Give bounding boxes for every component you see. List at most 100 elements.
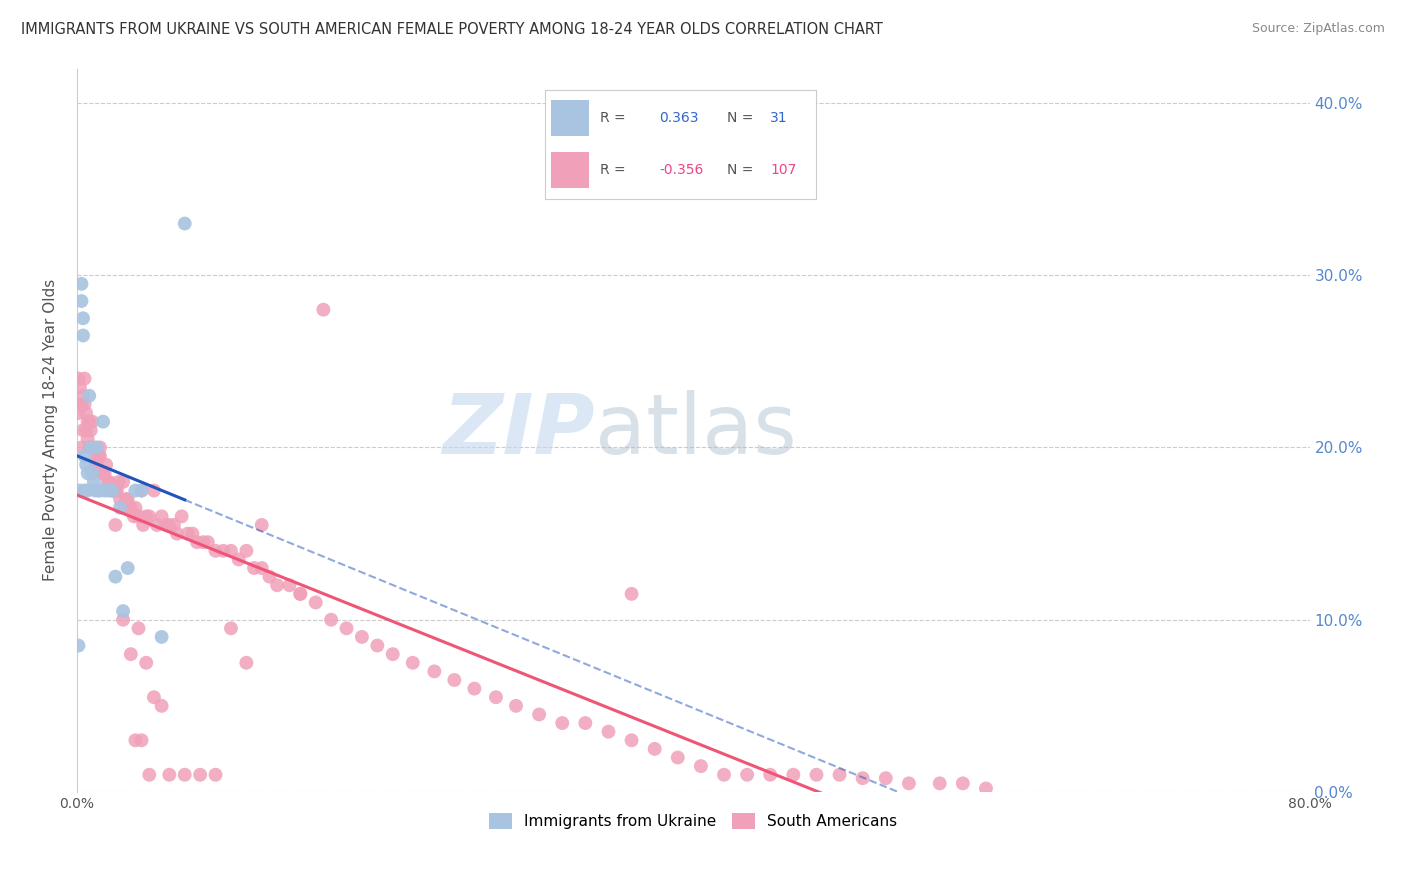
Point <box>135 509 157 524</box>
Point <box>89 449 111 463</box>
Point <box>381 647 404 661</box>
Point <box>188 768 211 782</box>
Point <box>266 578 288 592</box>
Point <box>67 371 90 385</box>
Point <box>76 483 98 498</box>
Point <box>620 587 643 601</box>
Point <box>73 483 96 498</box>
Point <box>107 475 129 489</box>
Point <box>690 759 713 773</box>
Point <box>91 415 114 429</box>
Point <box>83 441 105 455</box>
Point <box>112 475 135 489</box>
Point <box>73 397 96 411</box>
Point <box>197 535 219 549</box>
Point <box>243 561 266 575</box>
Point <box>101 483 124 498</box>
Point <box>335 621 357 635</box>
Point <box>80 441 103 455</box>
Point <box>235 544 257 558</box>
Point <box>250 518 273 533</box>
Point <box>108 492 131 507</box>
Point <box>173 217 195 231</box>
Legend: Immigrants from Ukraine, South Americans: Immigrants from Ukraine, South Americans <box>484 806 903 835</box>
Point <box>128 621 150 635</box>
Point <box>290 587 312 601</box>
Point <box>104 483 127 498</box>
Point <box>104 518 127 533</box>
Point <box>366 639 388 653</box>
Point <box>128 509 150 524</box>
Point <box>713 768 735 782</box>
Point <box>897 776 920 790</box>
Point <box>219 621 242 635</box>
Point <box>150 509 173 524</box>
Point <box>204 768 226 782</box>
Point <box>72 423 94 437</box>
Point <box>83 475 105 489</box>
Point <box>155 518 177 533</box>
Point <box>644 742 666 756</box>
Point <box>146 518 169 533</box>
Point <box>142 690 165 705</box>
Point <box>117 492 139 507</box>
Point <box>84 458 107 472</box>
Point <box>505 698 527 713</box>
Point <box>806 768 828 782</box>
Point <box>620 733 643 747</box>
Point <box>173 768 195 782</box>
Point <box>157 768 180 782</box>
Point <box>852 771 875 785</box>
Point <box>72 389 94 403</box>
Point <box>77 415 100 429</box>
Point <box>98 475 121 489</box>
Point <box>93 467 115 481</box>
Point <box>193 535 215 549</box>
Point <box>75 423 97 437</box>
Point <box>70 441 93 455</box>
Point <box>117 561 139 575</box>
Point <box>108 500 131 515</box>
Point <box>186 535 208 549</box>
Point <box>138 509 160 524</box>
Point <box>76 432 98 446</box>
Point <box>163 518 186 533</box>
Point <box>70 294 93 309</box>
Point <box>527 707 550 722</box>
Point <box>67 406 90 420</box>
Point <box>87 449 110 463</box>
Point <box>235 656 257 670</box>
Point <box>75 458 97 472</box>
Point <box>100 483 122 498</box>
Point <box>124 500 146 515</box>
Point <box>828 768 851 782</box>
Point <box>80 441 103 455</box>
Point <box>97 483 120 498</box>
Point <box>114 500 136 515</box>
Point <box>77 389 100 403</box>
Point <box>952 776 974 790</box>
Text: ZIP: ZIP <box>441 390 595 471</box>
Point <box>112 604 135 618</box>
Point <box>76 467 98 481</box>
Point <box>104 569 127 583</box>
Point <box>105 483 128 498</box>
Point <box>70 397 93 411</box>
Point <box>759 768 782 782</box>
Point <box>735 768 758 782</box>
Point <box>115 492 138 507</box>
Point <box>76 415 98 429</box>
Point <box>402 656 425 670</box>
Point <box>463 681 485 696</box>
Point <box>319 613 342 627</box>
Point <box>94 458 117 472</box>
Point <box>87 483 110 498</box>
Point <box>97 475 120 489</box>
Point <box>86 441 108 455</box>
Point <box>120 500 142 515</box>
Point <box>86 458 108 472</box>
Point <box>131 483 153 498</box>
Point <box>350 630 373 644</box>
Text: IMMIGRANTS FROM UKRAINE VS SOUTH AMERICAN FEMALE POVERTY AMONG 18-24 YEAR OLDS C: IMMIGRANTS FROM UKRAINE VS SOUTH AMERICA… <box>21 22 883 37</box>
Point <box>69 380 91 394</box>
